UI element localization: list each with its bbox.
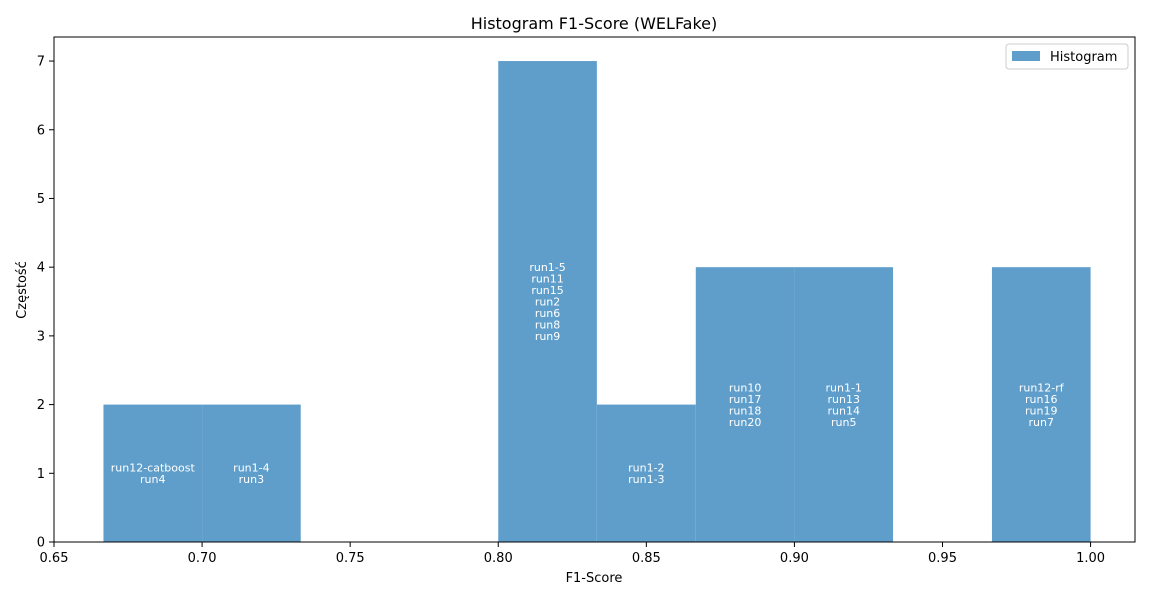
bar-run-label: run1-4 xyxy=(233,462,269,475)
plot-frame xyxy=(53,36,1136,543)
bar-run-label: run11 xyxy=(531,273,563,286)
y-tick-label: 5 xyxy=(37,192,45,207)
histogram-bar xyxy=(202,404,301,542)
y-tick-label: 6 xyxy=(37,123,45,138)
y-tick-label: 2 xyxy=(37,398,45,413)
x-axis-label: F1-Score xyxy=(566,571,623,586)
x-tick-label: 0.65 xyxy=(40,551,69,566)
x-tick-label: 0.95 xyxy=(928,551,957,566)
y-tick-label: 0 xyxy=(37,536,45,551)
bar-run-label: run12-catboost xyxy=(111,462,196,475)
bar-run-label: run6 xyxy=(535,307,560,320)
legend: Histogram xyxy=(1005,43,1129,70)
bar-run-label: run4 xyxy=(140,473,165,486)
y-tick-label: 1 xyxy=(37,467,45,482)
histogram-bar xyxy=(498,61,597,543)
y-axis-label: Częstość xyxy=(15,261,30,319)
bar-run-label: run8 xyxy=(535,319,560,332)
bar-run-labels: run12-rf run16 run19 run7 xyxy=(1019,381,1065,429)
bar-run-labels: run1-5 run11 run15 run2 run6 run8 run9 xyxy=(529,261,565,343)
bar-run-label: run1-1 xyxy=(826,381,862,394)
y-tick-label: 7 xyxy=(37,55,45,70)
legend-label-histogram: Histogram xyxy=(1050,50,1117,65)
bar-run-label: run1-5 xyxy=(529,261,565,274)
x-tick-label: 0.85 xyxy=(632,551,661,566)
bar-run-labels: run12-catboost run4 xyxy=(111,462,196,487)
bar-run-labels: run1-4 run3 xyxy=(233,462,269,487)
x-tick-label: 0.80 xyxy=(484,551,513,566)
bar-run-label: run17 xyxy=(729,393,761,406)
bar-run-labels: run10 run17 run18 run20 xyxy=(729,381,761,429)
bar-run-label: run16 xyxy=(1025,393,1057,406)
histogram-bar xyxy=(596,404,696,542)
y-tick-label: 3 xyxy=(37,329,45,344)
bar-run-label: run10 xyxy=(729,381,761,394)
bar-run-label: run2 xyxy=(535,296,560,309)
histogram-bar xyxy=(103,404,203,542)
bar-run-label: run19 xyxy=(1025,404,1057,417)
bar-run-label: run15 xyxy=(531,284,563,297)
bar-run-label: run1-2 xyxy=(628,462,664,475)
x-tick-label: 0.70 xyxy=(188,551,217,566)
bar-run-label: run14 xyxy=(827,404,859,417)
legend-swatch-histogram xyxy=(1012,51,1040,61)
bar-run-label: run20 xyxy=(729,416,761,429)
histogram-bar xyxy=(794,267,894,542)
bar-run-label: run12-rf xyxy=(1019,381,1065,394)
bar-run-label: run9 xyxy=(535,330,560,343)
x-tick-label: 0.75 xyxy=(336,551,365,566)
y-tick-label: 4 xyxy=(37,261,45,276)
bar-run-label: run18 xyxy=(729,404,761,417)
bars-group xyxy=(103,61,1091,543)
x-tick-label: 0.90 xyxy=(780,551,809,566)
bar-run-labels: run1-2 run1-3 xyxy=(628,462,664,487)
bar-run-labels: run1-1 run13 run14 run5 xyxy=(826,381,862,429)
bar-run-label: run3 xyxy=(239,473,264,486)
histogram-bar xyxy=(695,267,795,542)
legend-box xyxy=(1005,43,1129,70)
bar-run-label: run1-3 xyxy=(628,473,664,486)
bar-run-label: run5 xyxy=(831,416,856,429)
bar-run-label: run7 xyxy=(1029,416,1054,429)
x-axis-ticks: 0.65 0.70 0.75 0.80 0.85 0.90 0.95 1.00 xyxy=(40,542,1105,566)
chart-title: Histogram F1-Score (WELFake) xyxy=(471,14,718,33)
y-axis-ticks: 0 1 2 3 4 5 6 7 xyxy=(37,55,54,551)
bar-run-label: run13 xyxy=(827,393,859,406)
x-tick-label: 1.00 xyxy=(1076,551,1105,566)
histogram-bar xyxy=(991,267,1091,542)
